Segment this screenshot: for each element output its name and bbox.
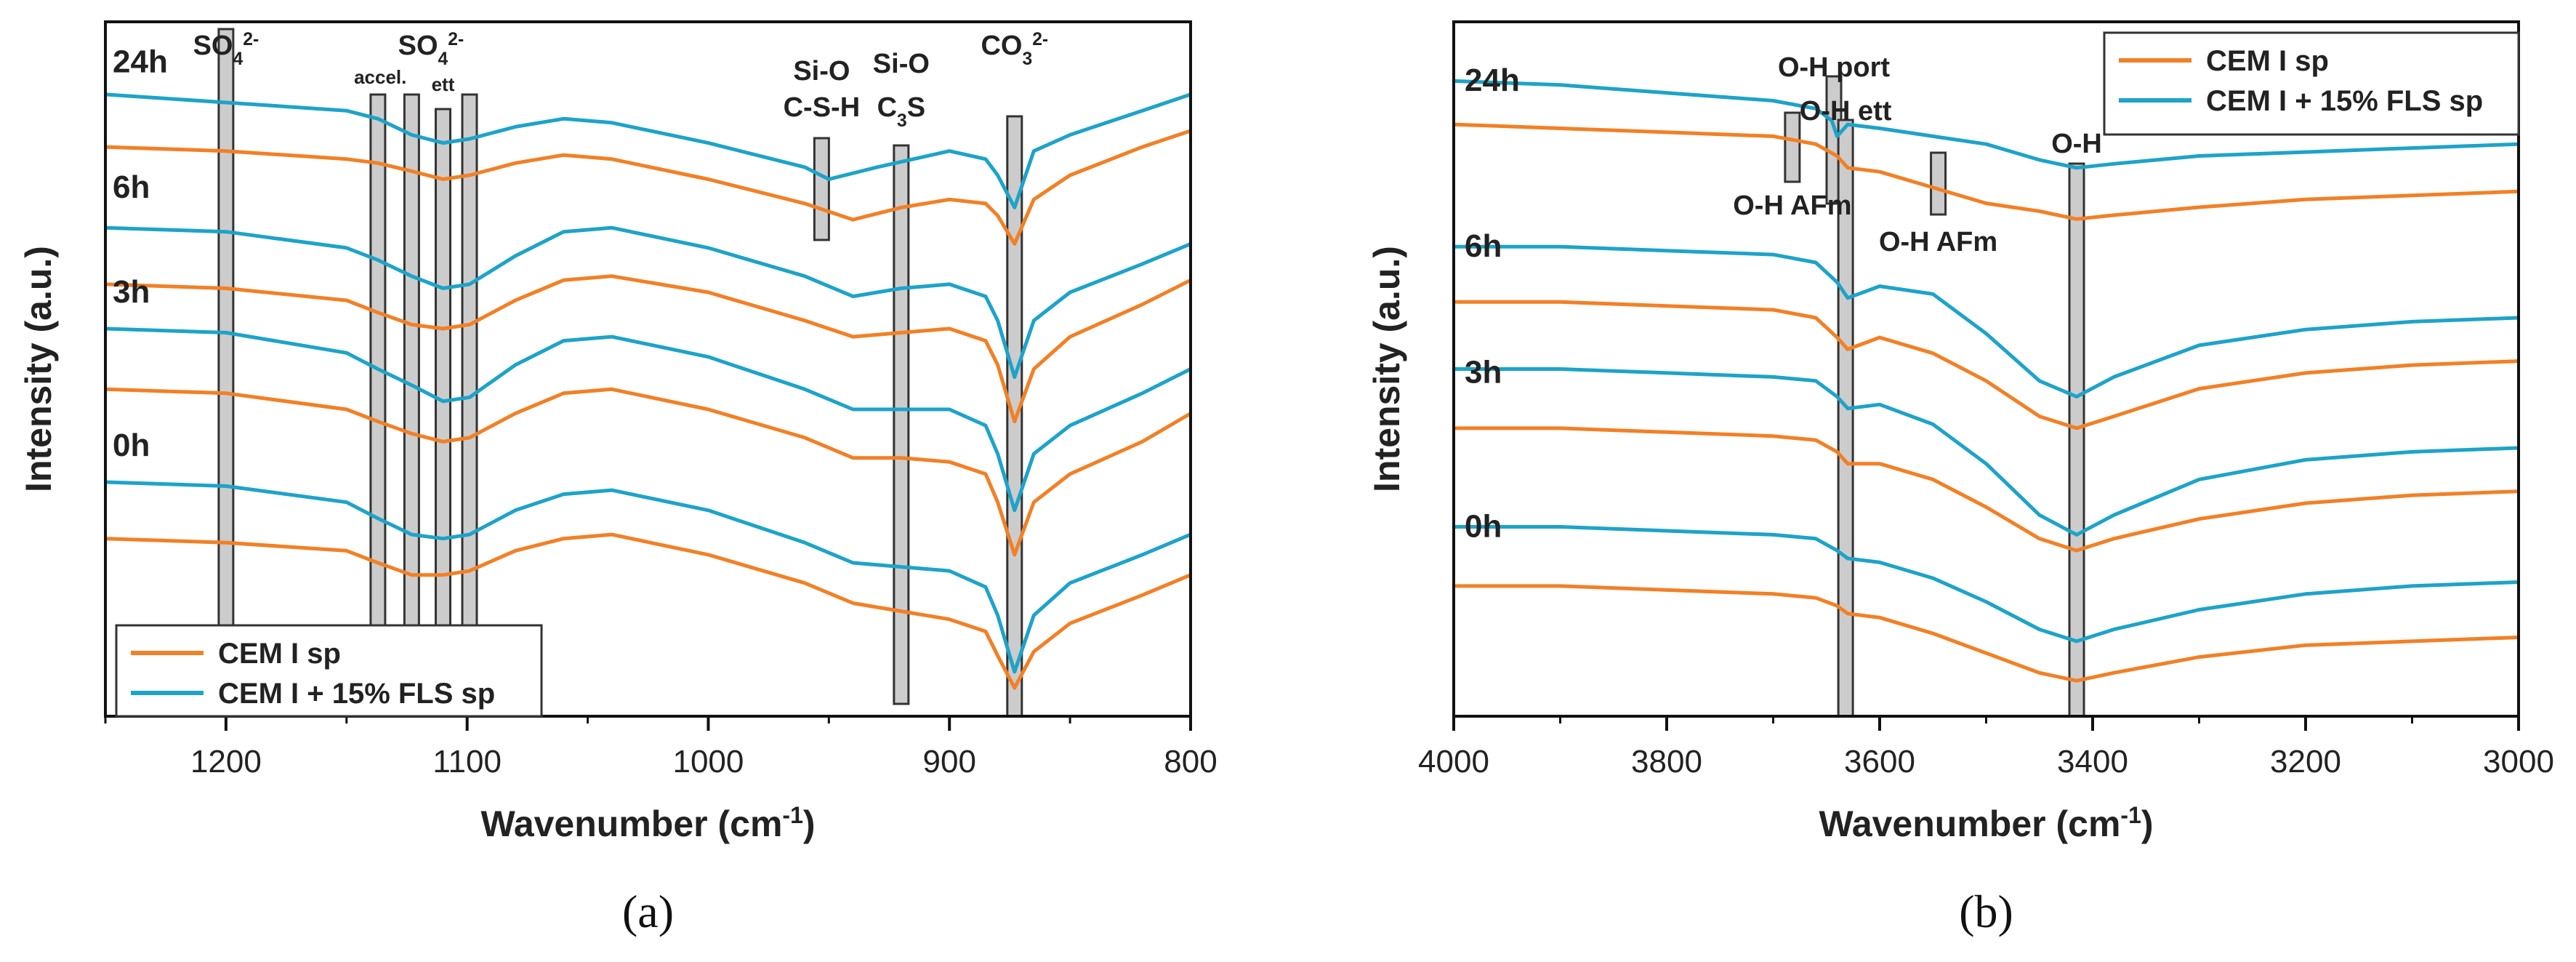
x-tick-label: 3800 (1631, 744, 1702, 779)
marker-bar (217, 28, 235, 705)
legend-entry: CEM I sp (218, 638, 341, 670)
x-tick-label: 800 (1164, 744, 1217, 779)
y-axis-label: Intensity (a.u.) (18, 246, 59, 492)
annotation-label: O-H AFm (1733, 191, 1851, 221)
annotation-label: CO32- (981, 30, 1048, 69)
annotation-label: C3S (877, 92, 926, 131)
series-line-6h-fls (105, 225, 1191, 380)
marker-bar (369, 93, 387, 707)
marker-bar (813, 137, 830, 241)
legend-box (115, 624, 543, 718)
y-axis-label: Intensity (a.u.) (1367, 246, 1407, 492)
legend: CEM I sp CEM I + 15% FLS sp (115, 624, 543, 718)
series-line-0h-fls (105, 480, 1191, 674)
annotation-label: O-H ett (1800, 96, 1892, 127)
marker-bar (461, 93, 478, 707)
series-line-24h-fls (1453, 79, 2519, 170)
x-axis-label: Wavenumber (cm-1) (1819, 802, 2153, 844)
plot-frame (104, 20, 1192, 718)
x-axis-label: Wavenumber (cm-1) (480, 802, 815, 844)
series-line-24h-fls (105, 92, 1191, 209)
panel-label: (b) (1959, 886, 2013, 937)
series-line-6h-cem (105, 274, 1192, 424)
annotation-label: Si-O (873, 49, 930, 79)
legend-box (2103, 31, 2520, 136)
series-line-6h-fls (1454, 244, 2519, 398)
panel-a: 1200 1100 1000 900 800 Wavenumber (cm-1) Inten… (18, 20, 1217, 937)
time-label-0h: 0h (113, 428, 150, 463)
legend-entry: CEM I + 15% FLS sp (2206, 85, 2483, 117)
panel-b: 4000 3800 3600 3400 3200 3000 Wavenumber (cm-1… (1367, 20, 2554, 937)
x-tick-label: 900 (923, 744, 976, 779)
marker-bar (2068, 162, 2085, 718)
legend-entry: CEM I + 15% FLS sp (218, 678, 495, 710)
x-tick-label: 1100 (432, 744, 502, 779)
series-line-0h-cem (1454, 584, 2519, 683)
series-line-3h-cem (105, 387, 1192, 557)
series-line-0h-cem (105, 532, 1191, 690)
annotation-label: ett (432, 73, 455, 95)
x-tick-label: 1000 (672, 744, 744, 779)
marker-bar (893, 144, 910, 705)
time-label-6h: 6h (1465, 228, 1502, 264)
annotation-label: SO42- (398, 30, 464, 69)
series-line-3h-fls (1454, 367, 2519, 537)
annotation-label: SO42- (193, 30, 259, 69)
legend: CEM I sp CEM I + 15% FLS sp (2103, 31, 2520, 136)
series-line-6h-cem (1454, 300, 2519, 430)
annotation-label: C-S-H (784, 92, 861, 123)
annotation-label: Si-O (793, 56, 850, 87)
annotation-label: O-H port (1778, 52, 1890, 83)
x-tick-label: 1200 (190, 744, 262, 779)
x-tick-label: 3000 (2483, 744, 2554, 779)
marker-bar (403, 93, 420, 707)
x-tick-label: 4000 (1418, 744, 1489, 779)
annotation-label: O-H AFm (1879, 227, 1997, 257)
time-label-24h: 24h (1465, 63, 1520, 98)
x-tick-label: 3600 (1844, 744, 1915, 779)
marker-bar (1930, 151, 1947, 216)
series-line-3h-fls (105, 326, 1192, 513)
x-tick-label: 3400 (2057, 744, 2128, 779)
series-line-24h-cem (1453, 122, 2519, 221)
x-tick-label: 3200 (2270, 744, 2341, 779)
series-line-24h-cem (105, 129, 1191, 246)
time-label-0h: 0h (1465, 508, 1502, 544)
time-label-6h: 6h (113, 169, 150, 205)
annotation-label: O-H (2051, 129, 2102, 159)
time-label-3h: 3h (1465, 355, 1502, 390)
marker-bar (1784, 111, 1801, 183)
marker-bar (434, 108, 451, 707)
series-line-0h-fls (1454, 525, 2519, 644)
panel-label: (a) (622, 886, 674, 937)
time-label-24h: 24h (113, 44, 168, 80)
annotation-label: accel. (354, 66, 406, 88)
series-line-3h-cem (1454, 426, 2519, 553)
time-label-3h: 3h (113, 274, 150, 310)
legend-entry: CEM I sp (2206, 45, 2329, 77)
